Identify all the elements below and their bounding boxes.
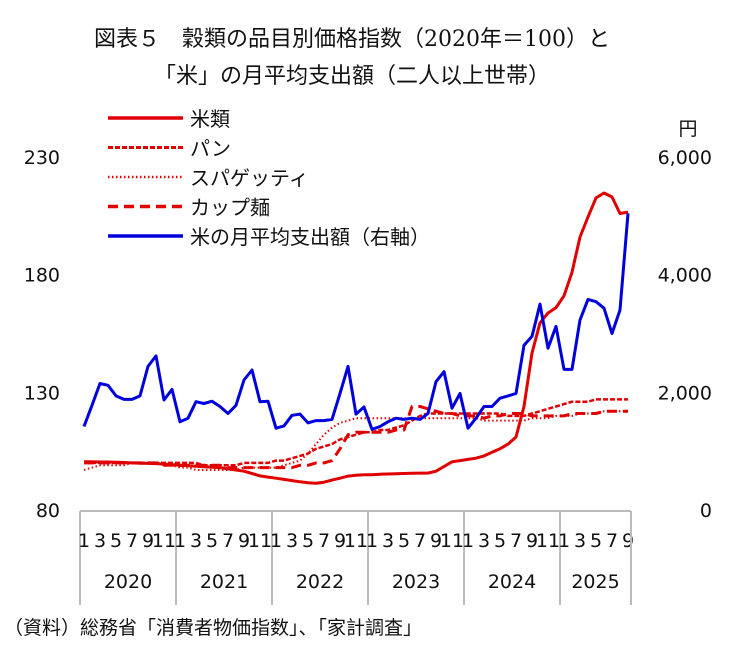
- month-tick-label: 11: [152, 530, 176, 552]
- month-tick-label: 5: [398, 530, 410, 552]
- month-tick-label: 1: [558, 530, 570, 552]
- series-lines: [82, 191, 630, 485]
- month-tick-label: 9: [238, 530, 250, 552]
- month-tick-label: 7: [414, 530, 426, 552]
- legend-label: 米類: [190, 107, 230, 131]
- month-tick-label: 5: [206, 530, 218, 552]
- series-line-2: [83, 410, 628, 471]
- month-tick-label: 9: [526, 530, 538, 552]
- year-label: 2020: [104, 571, 152, 593]
- year-label: 2021: [200, 571, 248, 593]
- right-tick-label: 6,000: [658, 147, 712, 169]
- month-tick-label: 1: [270, 530, 282, 552]
- left-tick-label: 230: [24, 147, 60, 169]
- left-axis: 230 180 130 80: [24, 147, 60, 522]
- month-tick-label: 5: [494, 530, 506, 552]
- month-tick-label: 1: [78, 530, 90, 552]
- year-label: 2025: [571, 571, 619, 593]
- right-axis-unit: 円: [678, 118, 697, 140]
- chart-title-line2: 「米」の月平均支出額（二人以上世帯）: [154, 64, 550, 89]
- month-tick-label: 11: [536, 530, 560, 552]
- month-tick-label: 7: [606, 530, 618, 552]
- series-line-4: [82, 213, 630, 431]
- month-tick-label: 7: [126, 530, 138, 552]
- left-tick-label: 130: [24, 382, 60, 404]
- right-tick-label: 2,000: [658, 382, 712, 404]
- month-tick-label: 3: [286, 530, 298, 552]
- year-label: 2024: [488, 571, 536, 593]
- legend-label: スパゲッティ: [190, 166, 309, 190]
- chart-title-line1: 図表５ 穀類の品目別価格指数（2020年＝100）と: [94, 27, 610, 52]
- year-label: 2023: [392, 571, 440, 593]
- month-tick-label: 7: [318, 530, 330, 552]
- month-tick-label: 9: [334, 530, 346, 552]
- left-tick-label: 180: [24, 265, 60, 287]
- month-tick-label: 5: [302, 530, 314, 552]
- month-tick-label: 1: [174, 530, 186, 552]
- month-tick-label: 3: [574, 530, 586, 552]
- month-tick-label: 5: [590, 530, 602, 552]
- source-note: （資料）総務省「消費者物価指数」、「家計調査」: [4, 617, 422, 639]
- month-tick-label: 3: [382, 530, 394, 552]
- legend-label: カップ麺: [190, 196, 270, 220]
- month-tick-label: 5: [110, 530, 122, 552]
- month-tick-label: 1: [366, 530, 378, 552]
- left-tick-label: 80: [36, 500, 60, 522]
- right-axis: 6,000 4,000 2,000 0: [658, 147, 712, 522]
- month-tick-label: 7: [510, 530, 522, 552]
- month-tick-label: 11: [440, 530, 464, 552]
- month-tick-label: 3: [94, 530, 106, 552]
- month-tick-label: 9: [142, 530, 154, 552]
- month-tick-label: 3: [190, 530, 202, 552]
- month-tick-label: 9: [430, 530, 442, 552]
- month-tick-label: 9: [622, 530, 634, 552]
- month-tick-label: 11: [344, 530, 368, 552]
- series-line-0: [84, 191, 629, 485]
- legend-label: 米の月平均支出額（右軸）: [190, 225, 430, 249]
- legend-label: パン: [190, 137, 231, 161]
- month-tick-label: 3: [478, 530, 490, 552]
- series-line-1: [84, 398, 628, 467]
- month-tick-label: 11: [248, 530, 272, 552]
- month-tick-label: 1: [462, 530, 474, 552]
- month-tick-label: 7: [222, 530, 234, 552]
- right-tick-label: 0: [700, 500, 712, 522]
- right-tick-label: 4,000: [658, 265, 712, 287]
- series-line-3: [84, 405, 628, 470]
- year-label: 2022: [296, 571, 344, 593]
